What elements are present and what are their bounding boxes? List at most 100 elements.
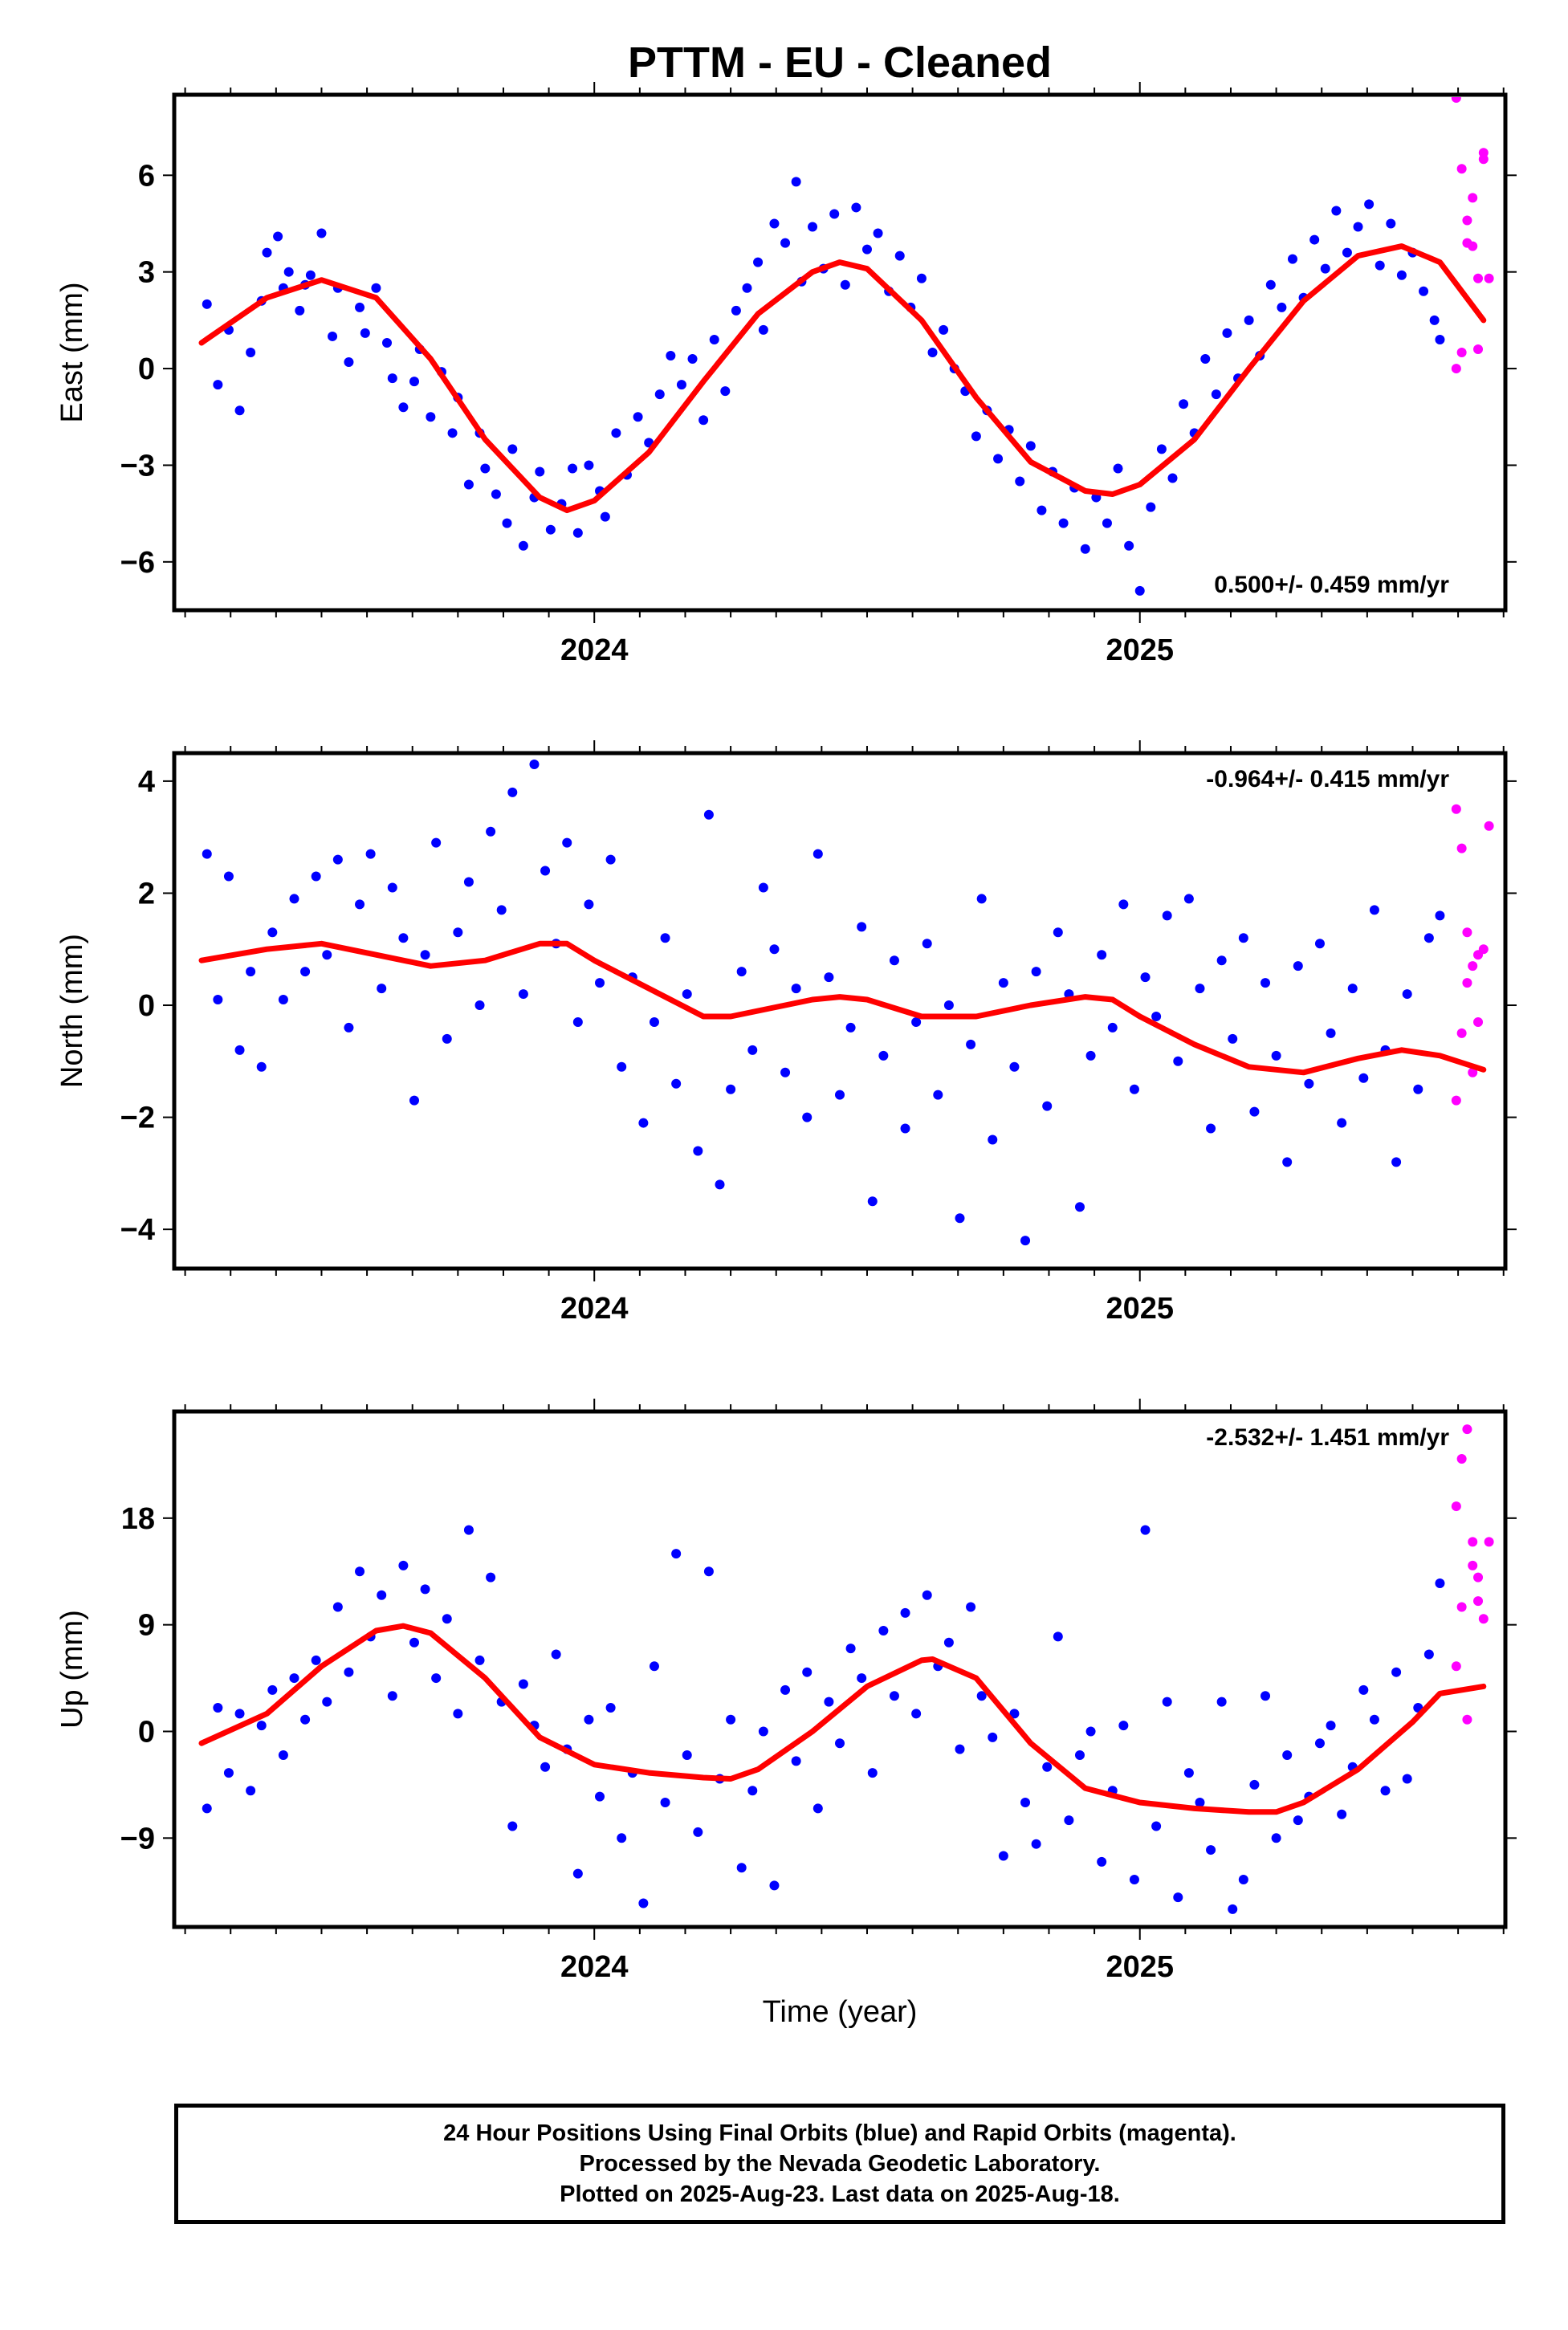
- east-final-point: [698, 415, 709, 426]
- up-final-point: [1140, 1525, 1151, 1535]
- north-final-point: [1293, 961, 1303, 972]
- up-final-point: [463, 1525, 474, 1535]
- north-final-point: [933, 1090, 943, 1100]
- up-final-point: [857, 1673, 867, 1684]
- east-final-point: [1134, 585, 1145, 596]
- up-fit-curve: [198, 1623, 1487, 1815]
- up-final-point: [758, 1726, 768, 1737]
- up-final-point: [584, 1714, 594, 1725]
- up-final-point: [900, 1607, 910, 1618]
- up-final-point: [889, 1691, 899, 1701]
- up-final-point: [1020, 1798, 1031, 1808]
- north-final-point: [1402, 989, 1412, 1000]
- north-final-point: [1369, 905, 1379, 915]
- north-final-point: [845, 1022, 856, 1033]
- up-final-point: [1435, 1578, 1445, 1588]
- up-final-point: [911, 1709, 922, 1719]
- east-rapid-point: [1456, 348, 1467, 357]
- east-final-point: [851, 202, 861, 213]
- east-final-point: [491, 489, 501, 499]
- east-final-point: [1156, 444, 1167, 454]
- east-final-point: [1146, 502, 1156, 512]
- up-final-point: [311, 1655, 321, 1665]
- north-final-point: [1206, 1123, 1216, 1134]
- up-final-point: [922, 1590, 932, 1600]
- east-final-point: [535, 466, 545, 477]
- up-final-point: [267, 1684, 278, 1695]
- north-final-point: [355, 899, 365, 910]
- east-final-point: [1222, 328, 1232, 338]
- north-final-point: [1042, 1101, 1053, 1111]
- east-final-point: [572, 528, 583, 538]
- north-final-point: [420, 950, 430, 960]
- east-final-point: [246, 348, 256, 357]
- north-final-point: [1020, 1236, 1031, 1246]
- east-final-point: [894, 251, 905, 261]
- north-final-point: [1238, 933, 1248, 943]
- up-final-point: [845, 1644, 856, 1654]
- east-final-point: [654, 389, 665, 400]
- up-final-point: [518, 1679, 528, 1689]
- up-rapid-point: [1478, 1614, 1489, 1624]
- east-final-point: [1167, 473, 1178, 483]
- up-final-point: [540, 1762, 551, 1772]
- north-final-point: [1162, 910, 1172, 921]
- north-final-point: [1085, 1050, 1096, 1061]
- east-final-point: [1396, 270, 1407, 280]
- up-final-point: [1183, 1768, 1194, 1778]
- north-final-point: [1129, 1084, 1139, 1094]
- north-final-point: [966, 1039, 976, 1049]
- east-final-point: [463, 479, 474, 490]
- up-final-point: [835, 1738, 845, 1749]
- north-final-point: [463, 877, 474, 887]
- north-rapid-point: [1462, 978, 1472, 988]
- east-final-point: [1287, 254, 1297, 264]
- up-final-point: [1097, 1856, 1107, 1867]
- north-final-point: [835, 1090, 845, 1100]
- up-rate-label: -2.532+/- 1.451 mm/yr: [1206, 1424, 1449, 1451]
- north-final-point: [398, 933, 409, 943]
- east-final-point: [971, 431, 981, 442]
- north-final-point: [889, 955, 899, 966]
- up-final-point: [1261, 1691, 1271, 1701]
- up-final-point: [322, 1697, 332, 1707]
- east-final-point: [371, 283, 381, 293]
- up-final-point: [824, 1697, 834, 1707]
- up-final-point: [387, 1691, 397, 1701]
- east-final-point: [1265, 279, 1276, 290]
- east-final-point: [1037, 505, 1047, 515]
- up-final-point: [1064, 1815, 1074, 1826]
- north-final-point: [562, 837, 572, 848]
- north-final-point: [1216, 955, 1227, 966]
- north-final-point: [1151, 1011, 1162, 1021]
- north-final-point: [572, 1016, 583, 1027]
- east-rapid-point: [1473, 273, 1484, 283]
- up-final-point: [966, 1602, 976, 1612]
- north-final-point: [693, 1146, 703, 1156]
- up-final-point: [442, 1614, 452, 1624]
- east-final-point: [295, 305, 305, 316]
- east-final-point: [568, 463, 578, 474]
- up-final-point: [682, 1750, 692, 1760]
- east-final-point: [1331, 206, 1342, 216]
- east-frame: [172, 92, 1508, 613]
- north-final-point: [1140, 972, 1151, 983]
- north-final-point: [595, 978, 605, 988]
- east-rate-label: 0.500+/- 0.459 mm/yr: [1214, 572, 1449, 598]
- east-final-point: [1277, 302, 1287, 312]
- up-final-point: [474, 1655, 485, 1665]
- east-plot-area: [198, 97, 1494, 596]
- east-final-point: [939, 324, 949, 335]
- up-final-point: [1228, 1904, 1238, 1914]
- north-final-point: [474, 1000, 485, 1011]
- up-final-point: [453, 1709, 463, 1719]
- north-final-point: [1326, 1028, 1336, 1038]
- up-x-tick-label: 2024: [560, 1950, 629, 1984]
- east-final-point: [1113, 463, 1123, 474]
- east-final-point: [861, 244, 872, 255]
- east-y-tick-label: 3: [138, 256, 155, 290]
- east-rapid-point: [1451, 97, 1461, 104]
- east-final-point: [1429, 315, 1440, 325]
- north-final-point: [507, 787, 518, 797]
- up-rapid-point: [1451, 1661, 1461, 1672]
